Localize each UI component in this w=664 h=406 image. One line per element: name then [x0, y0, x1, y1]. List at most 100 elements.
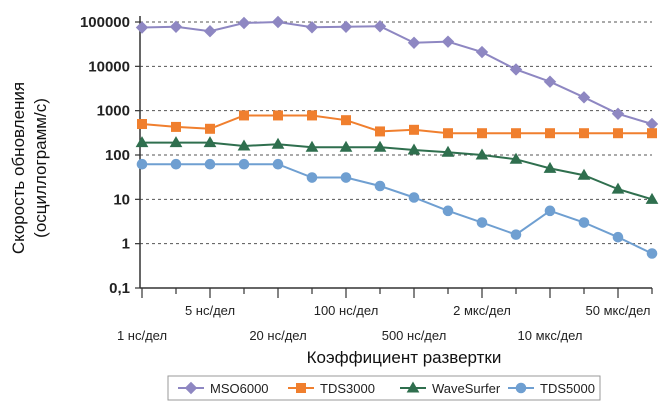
legend-label: TDS3000 [320, 381, 375, 396]
data-point-tds5000 [374, 180, 386, 192]
data-point-mso6000 [543, 75, 557, 88]
x-tick-label-lower: 10 мкс/дел [518, 328, 583, 343]
data-point-tds3000 [307, 110, 317, 121]
data-point-mso6000 [237, 16, 251, 30]
data-point-tds3000 [137, 119, 147, 130]
data-point-tds5000 [612, 231, 624, 243]
y-axis-title-line1: Скорость обновления [9, 82, 28, 254]
series [135, 15, 659, 259]
legend-item-mso6000: MSO6000 [178, 381, 269, 396]
data-point-wavesurfer [339, 140, 353, 152]
data-point-tds5000 [510, 229, 522, 240]
data-point-mso6000 [373, 20, 387, 33]
legend-label: MSO6000 [210, 381, 269, 396]
data-point-wavesurfer [407, 143, 421, 155]
data-point-tds3000 [409, 124, 419, 135]
data-point-wavesurfer [305, 140, 319, 152]
data-point-mso6000 [407, 36, 421, 49]
data-point-mso6000 [611, 107, 625, 121]
data-point-tds5000 [442, 205, 454, 217]
y-tick-label: 10 [113, 191, 130, 208]
data-point-wavesurfer [543, 161, 557, 173]
x-tick-label-upper: 2 мкс/дел [453, 303, 511, 318]
y-tick-label: 100 [105, 147, 130, 164]
data-point-mso6000 [509, 63, 523, 76]
data-point-mso6000 [645, 117, 659, 131]
x-tick-label-upper: 50 мкс/дел [586, 303, 651, 318]
legend-label: TDS5000 [540, 381, 595, 396]
legend-swatch-marker [296, 383, 306, 393]
data-point-tds3000 [443, 128, 453, 139]
data-point-mso6000 [203, 24, 217, 38]
data-point-mso6000 [577, 91, 591, 104]
axes [139, 16, 652, 289]
data-point-tds3000 [511, 128, 521, 139]
y-tick-labels: 0,1 1 10 100 1000 10000 100000 [80, 14, 140, 297]
data-point-wavesurfer [475, 148, 489, 160]
series-tds3000 [137, 110, 657, 139]
legend-swatch-marker [406, 381, 420, 393]
data-point-mso6000 [135, 21, 149, 34]
data-point-tds5000 [136, 158, 148, 170]
data-point-tds5000 [238, 158, 250, 170]
x-tick-label-upper: 100 нс/дел [314, 303, 379, 318]
series-line-tds5000 [142, 163, 653, 255]
data-point-wavesurfer [237, 139, 251, 151]
legend-swatch-marker [184, 381, 198, 395]
data-point-mso6000 [441, 35, 455, 48]
data-point-tds5000 [340, 172, 352, 183]
data-point-tds5000 [204, 158, 216, 170]
data-point-tds3000 [647, 128, 657, 139]
x-tick-label-upper: 5 нс/дел [185, 303, 235, 318]
data-point-wavesurfer [203, 136, 217, 148]
y-tick-label: 1000 [97, 103, 130, 120]
series-line-tds3000 [141, 114, 652, 135]
data-point-tds3000 [375, 126, 385, 137]
data-point-wavesurfer [611, 182, 625, 194]
x-tick-label-lower: 20 нс/дел [249, 328, 306, 343]
data-point-tds5000 [476, 217, 488, 228]
data-point-tds3000 [477, 128, 487, 139]
data-point-mso6000 [271, 15, 285, 29]
grid [140, 21, 652, 245]
series-mso6000 [135, 15, 659, 131]
data-point-tds3000 [613, 128, 623, 139]
legend-item-wavesurfer: WaveSurfer [400, 381, 501, 396]
legend-label: WaveSurfer [432, 381, 501, 396]
data-point-wavesurfer [577, 168, 591, 180]
data-point-wavesurfer [645, 192, 659, 204]
data-point-wavesurfer [441, 145, 455, 157]
x-tick-labels: 5 нс/дел 100 нс/дел 2 мкс/дел 50 мкс/дел 1 н… [117, 288, 653, 343]
data-point-tds3000 [341, 115, 351, 126]
legend-swatch-marker [515, 382, 527, 394]
x-axis-title: Коэффициент развертки [307, 348, 502, 367]
x-tick-label-lower: 500 нс/дел [382, 328, 447, 343]
data-point-mso6000 [169, 20, 183, 33]
series-wavesurfer [135, 136, 659, 204]
data-point-tds3000 [273, 110, 283, 121]
y-tick-label: 1 [122, 236, 130, 253]
data-point-mso6000 [339, 20, 353, 33]
data-point-mso6000 [305, 21, 319, 34]
data-point-wavesurfer [135, 136, 149, 148]
data-point-tds3000 [239, 110, 249, 121]
series-line-wavesurfer [142, 141, 653, 201]
data-point-tds3000 [205, 123, 215, 134]
series-line-mso6000 [141, 20, 653, 125]
legend: MSO6000 TDS3000 WaveSurfer TDS5000 [167, 375, 601, 401]
data-point-mso6000 [475, 45, 489, 59]
data-point-tds5000 [646, 248, 658, 259]
series-tds5000 [136, 158, 658, 259]
data-point-wavesurfer [373, 140, 387, 152]
data-point-tds5000 [272, 158, 284, 170]
data-point-tds3000 [545, 128, 555, 139]
data-point-wavesurfer [271, 137, 285, 149]
x-tick-label-lower: 1 нс/дел [117, 328, 167, 343]
data-point-tds5000 [544, 205, 556, 217]
y-tick-label: 0,1 [109, 280, 130, 297]
data-point-tds3000 [579, 128, 589, 139]
data-point-tds5000 [408, 192, 420, 203]
data-point-tds5000 [306, 172, 318, 183]
legend-item-tds3000: TDS3000 [288, 381, 375, 396]
